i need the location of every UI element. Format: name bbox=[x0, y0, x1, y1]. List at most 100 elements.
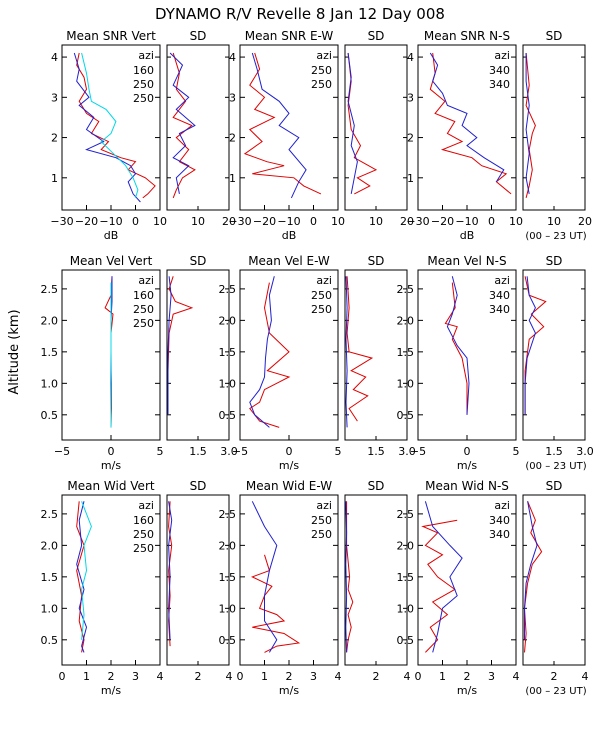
y-tick-label: 0.5 bbox=[41, 409, 59, 422]
sd-title: SD bbox=[546, 29, 563, 43]
sd-series-line-250-red bbox=[348, 53, 376, 194]
y-tick-label: 2.5 bbox=[397, 508, 415, 521]
x-tick-label: −10 bbox=[277, 215, 300, 228]
sd-x-tick-label: 2 bbox=[195, 670, 202, 683]
x-tick-label: 3 bbox=[488, 670, 495, 683]
legend-header: azi bbox=[138, 499, 154, 512]
y-tick-label: 1.5 bbox=[397, 571, 415, 584]
panel-title: Mean Wid E-W bbox=[246, 479, 332, 493]
x-axis-label: m/s bbox=[457, 459, 477, 472]
x-tick-label: 2 bbox=[464, 670, 471, 683]
sd-series-line-340-red bbox=[525, 501, 542, 652]
x-axis-label: m/s bbox=[101, 459, 121, 472]
legend-entry-blue: 340 bbox=[489, 78, 510, 91]
x-tick-label: −20 bbox=[253, 215, 276, 228]
x-tick-label: 1 bbox=[83, 670, 90, 683]
sd-x-tick-label: 10 bbox=[191, 215, 205, 228]
y-tick-label: 2.0 bbox=[397, 314, 415, 327]
x-tick-label: −5 bbox=[410, 445, 426, 458]
legend-entry-blue: 340 bbox=[489, 303, 510, 316]
series-line-250-cyan bbox=[111, 283, 112, 428]
legend-entry-blue: 250 bbox=[311, 528, 332, 541]
x-tick-label: 3 bbox=[310, 670, 317, 683]
series-line-250-red bbox=[245, 53, 321, 194]
y-tick-label: 2.5 bbox=[41, 508, 59, 521]
y-tick-label: 1 bbox=[407, 172, 414, 185]
sd-x-tick-label: 10 bbox=[547, 215, 561, 228]
panel-9: Mean Wid N-S SD0.51.01.52.02.50 1 2 3 4m/s2 4(… bbox=[397, 479, 589, 697]
panel-title: Mean SNR Vert bbox=[66, 29, 156, 43]
legend-header: azi bbox=[138, 49, 154, 62]
series-line-250-cyan bbox=[82, 53, 138, 198]
sd-series-line-250-blue bbox=[346, 276, 347, 427]
legend-header: azi bbox=[316, 274, 332, 287]
y-tick-label: 1.5 bbox=[219, 346, 237, 359]
legend-entry-blue: 250 bbox=[311, 78, 332, 91]
y-tick-label: 0.5 bbox=[397, 634, 415, 647]
x-tick-label: 10 bbox=[153, 215, 167, 228]
y-tick-label: 4 bbox=[407, 51, 414, 64]
y-tick-label: 1 bbox=[229, 172, 236, 185]
y-tick-label: 2.5 bbox=[219, 508, 237, 521]
x-tick-label: −30 bbox=[50, 215, 73, 228]
sd-x-tick-label: 1.5 bbox=[367, 445, 385, 458]
series-line-250-red bbox=[250, 283, 289, 428]
panel-7: Mean Wid Vert SD0.51.01.52.02.50 1 2 3 4m/s2 4… bbox=[41, 479, 233, 697]
x-tick-label: −30 bbox=[228, 215, 251, 228]
y-tick-label: 0.5 bbox=[397, 409, 415, 422]
legend-entry-red: 250 bbox=[311, 64, 332, 77]
legend-entry-red: 250 bbox=[311, 289, 332, 302]
x-tick-label: 10 bbox=[331, 215, 345, 228]
x-tick-label: −20 bbox=[431, 215, 454, 228]
y-tick-label: 2 bbox=[229, 132, 236, 145]
x-tick-label: 0 bbox=[132, 215, 139, 228]
panel-title: Mean Wid N-S bbox=[425, 479, 509, 493]
legend-header: azi bbox=[316, 49, 332, 62]
series-line-340-blue bbox=[447, 276, 469, 415]
legend-entry-blue: 250 bbox=[311, 303, 332, 316]
sd-series-line-250-blue bbox=[168, 276, 171, 415]
sd-plot-frame bbox=[523, 45, 585, 210]
panel-title: Mean SNR N-S bbox=[424, 29, 510, 43]
sd-series-line-160-red bbox=[173, 53, 195, 198]
x-tick-label: 0 bbox=[237, 670, 244, 683]
legend-entry-red: 160 bbox=[133, 64, 154, 77]
x-tick-label: −5 bbox=[232, 445, 248, 458]
x-tick-label: 0 bbox=[415, 670, 422, 683]
y-tick-label: 2.5 bbox=[397, 283, 415, 296]
y-tick-label: 0.5 bbox=[219, 634, 237, 647]
y-tick-label: 2.0 bbox=[397, 539, 415, 552]
panel-title: Mean SNR E-W bbox=[245, 29, 334, 43]
y-tick-label: 1.0 bbox=[41, 377, 59, 390]
sd-plot-frame bbox=[523, 495, 585, 665]
y-tick-label: 1.5 bbox=[41, 571, 59, 584]
time-note: (00 – 23 UT) bbox=[525, 231, 586, 242]
y-tick-label: 2.5 bbox=[41, 283, 59, 296]
y-tick-label: 3 bbox=[229, 91, 236, 104]
y-tick-label: 0.5 bbox=[219, 409, 237, 422]
legend-header: azi bbox=[494, 499, 510, 512]
time-note: (00 – 23 UT) bbox=[525, 686, 586, 697]
y-tick-label: 1.5 bbox=[41, 346, 59, 359]
x-axis-label: dB bbox=[460, 229, 475, 242]
y-tick-label: 2.0 bbox=[219, 314, 237, 327]
sd-x-tick-label: 2 bbox=[551, 670, 558, 683]
y-tick-label: 1.5 bbox=[397, 346, 415, 359]
x-tick-label: 1 bbox=[439, 670, 446, 683]
y-tick-label: 1.0 bbox=[41, 602, 59, 615]
panels: Mean SNR Vert SD1234−30 −20 −10 0 10dB10 20azi… bbox=[41, 29, 594, 697]
legend-entry-red: 160 bbox=[133, 514, 154, 527]
sd-title: SD bbox=[368, 479, 385, 493]
legend-entry-cyan: 250 bbox=[133, 317, 154, 330]
legend-header: azi bbox=[494, 274, 510, 287]
y-tick-label: 3 bbox=[51, 91, 58, 104]
sd-title: SD bbox=[190, 29, 207, 43]
legend-entry-red: 340 bbox=[489, 64, 510, 77]
y-tick-label: 1.0 bbox=[397, 602, 415, 615]
y-tick-label: 3 bbox=[407, 91, 414, 104]
legend-entry-blue: 250 bbox=[133, 528, 154, 541]
sd-title: SD bbox=[368, 29, 385, 43]
x-axis-label: dB bbox=[104, 229, 119, 242]
x-axis-label: m/s bbox=[101, 684, 121, 697]
panel-5: Mean Vel E-W SD 0.5 1.0 1.5 2.0 2.5 −5 0 5 m/s 1.5 3… bbox=[219, 254, 416, 472]
